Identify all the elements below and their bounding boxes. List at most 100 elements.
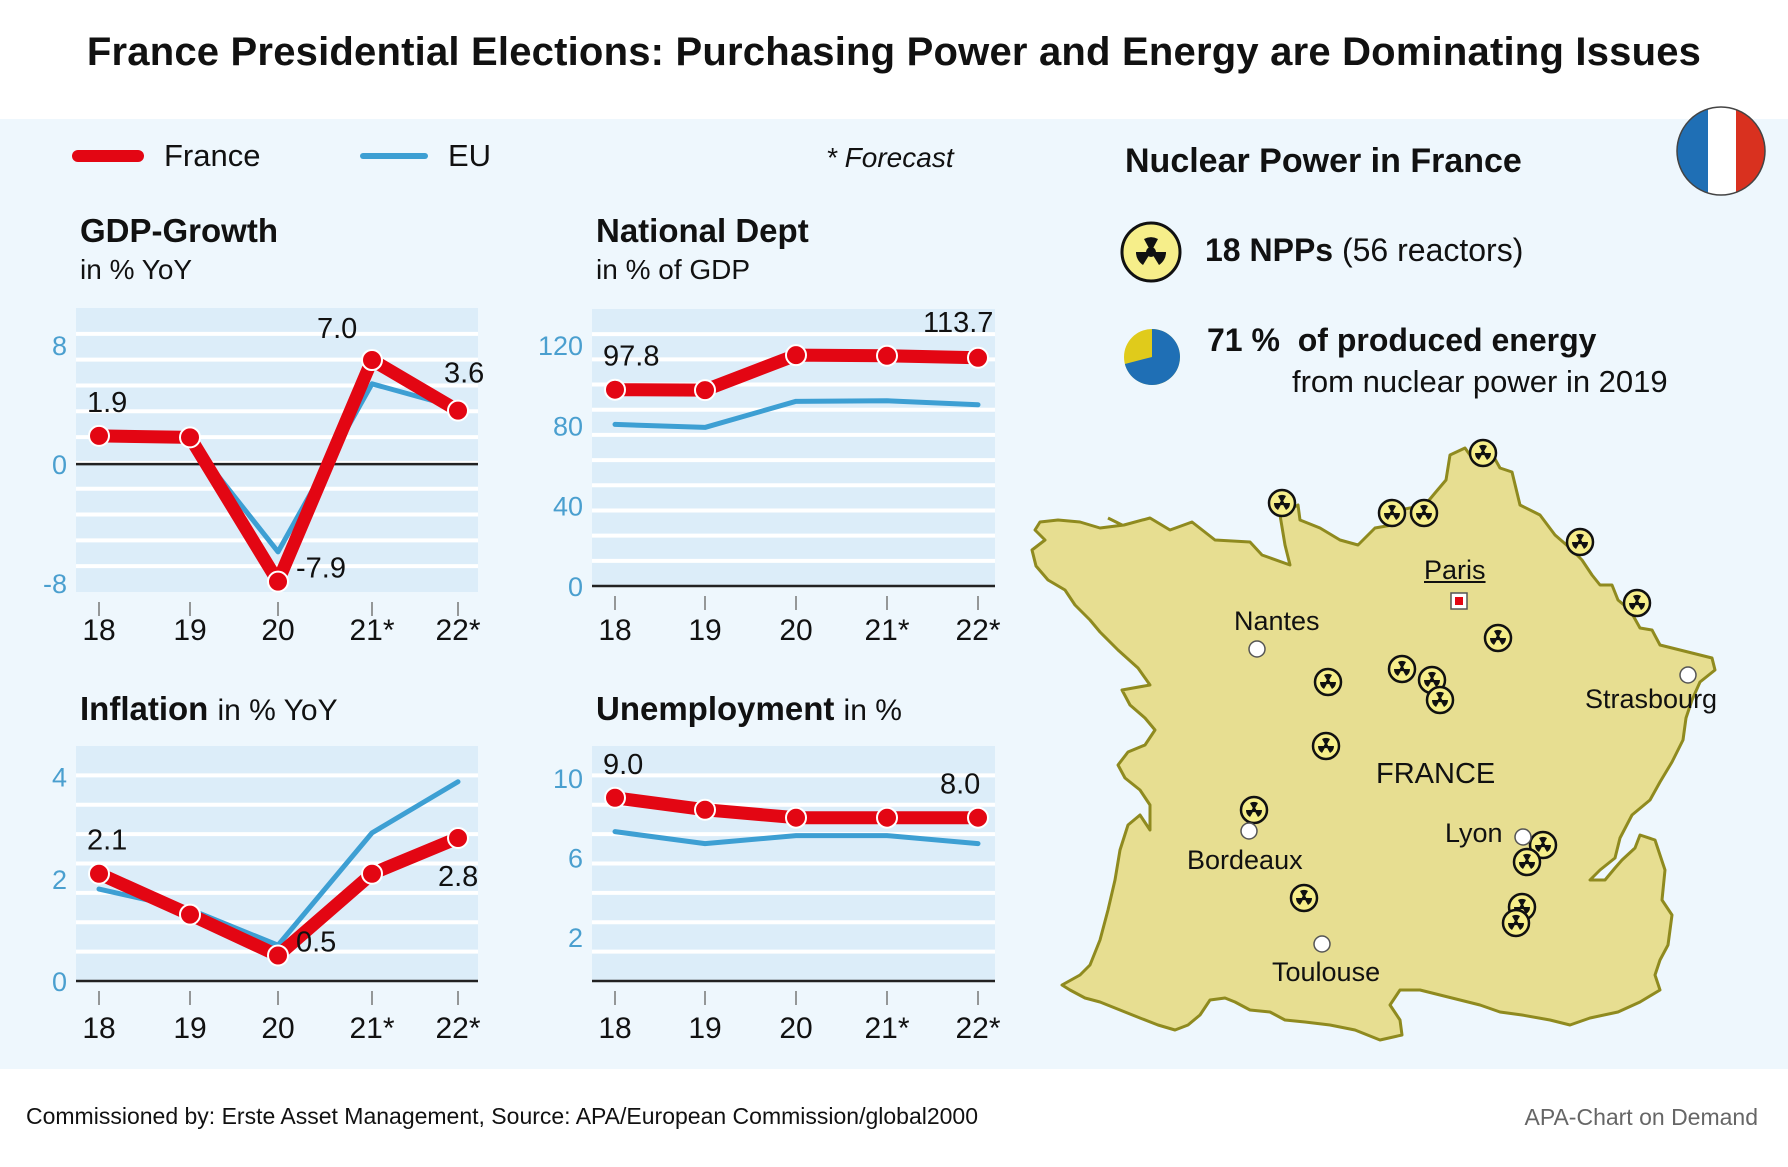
x-tick-label: 22* — [435, 1012, 480, 1045]
nuclear-plant-icon — [1289, 883, 1319, 913]
series-line-eu — [612, 398, 981, 430]
source-note: Commissioned by: Erste Asset Management,… — [26, 1103, 979, 1129]
capital-label-paris: Paris — [1424, 555, 1486, 585]
data-point-france — [88, 424, 110, 447]
data-label: 9.0 — [603, 749, 643, 781]
x-tick-label: 18 — [82, 614, 115, 647]
x-tick-label: 20 — [261, 614, 294, 647]
nuclear-plant-icon — [1622, 588, 1652, 618]
x-tick-label: 19 — [688, 1012, 721, 1045]
data-label: -7.9 — [296, 553, 346, 585]
gdp-chart-title: GDP-Growth — [80, 212, 278, 249]
nuclear-plant-icon — [1468, 438, 1498, 468]
nuclear-share-pie — [1124, 329, 1180, 385]
series-line-eu — [612, 829, 981, 847]
city-marker — [1514, 828, 1532, 846]
nuclear-section-title: Nuclear Power in France — [1125, 142, 1522, 180]
nuclear-plant-icon — [1512, 847, 1542, 877]
data-label: 1.9 — [87, 387, 127, 419]
y-tick-label: 0 — [568, 572, 583, 602]
city-marker — [1679, 666, 1697, 684]
city-marker — [1240, 822, 1258, 840]
x-tick-label: 22* — [955, 614, 1000, 647]
x-tick-label: 21* — [349, 1012, 394, 1045]
x-tick-label: 21* — [349, 614, 394, 647]
nuclear-plant-icon — [1387, 654, 1417, 684]
nuclear-plant-icon — [1313, 667, 1343, 697]
city-label-strasbourg: Strasbourg — [1585, 684, 1718, 714]
y-tick-label: 120 — [538, 331, 583, 361]
data-point-france — [604, 378, 626, 401]
credit-note: APA-Chart on Demand — [1524, 1104, 1758, 1130]
data-point-france — [267, 570, 289, 593]
x-tick-label: 20 — [779, 614, 812, 647]
x-tick-label: 22* — [955, 1012, 1000, 1045]
y-tick-label: 2 — [52, 865, 67, 895]
x-tick-label: 18 — [598, 1012, 631, 1045]
y-tick-label: 10 — [553, 764, 583, 794]
capital-marker-dot — [1455, 597, 1463, 605]
data-point-france — [967, 346, 989, 369]
unemployment-chart-title: Unemployment in % — [596, 690, 902, 728]
inflation-title-unit: in % YoY — [217, 694, 338, 727]
forecast-note: * Forecast — [826, 142, 954, 173]
data-point-france — [694, 379, 716, 402]
data-point-france — [876, 806, 898, 829]
unemployment-title-unit: in % — [843, 694, 902, 727]
debt-chart-subtitle: in % of GDP — [596, 254, 751, 285]
x-tick-label: 19 — [173, 614, 206, 647]
nuclear-plant-icon — [1483, 623, 1513, 653]
nuclear-share-subtitle: from nuclear power in 2019 — [1292, 364, 1668, 399]
nuclear-share-label: of produced energy — [1297, 322, 1597, 358]
gdp-chart-subtitle: in % YoY — [80, 254, 193, 285]
data-point-france — [361, 349, 383, 372]
npp-count-text: 18 NPPs (56 reactors) — [1205, 232, 1523, 269]
legend-item-eu: EU — [360, 138, 491, 174]
legend-item-france: France — [72, 138, 260, 174]
data-point-france — [694, 798, 716, 821]
x-tick-label: 18 — [598, 614, 631, 647]
data-point-france — [447, 399, 469, 422]
y-tick-label: 8 — [52, 331, 67, 361]
x-tick-label: 18 — [82, 1012, 115, 1045]
nuclear-plant-icon — [1425, 685, 1455, 715]
data-label: 3.6 — [444, 358, 484, 390]
data-point-france — [785, 806, 807, 829]
data-label: 7.0 — [317, 313, 357, 345]
debt-chart: 120 80 40 0 18 19 20 21* 22* 97.8 113.7 — [538, 307, 1001, 647]
y-tick-label: 0 — [52, 450, 67, 480]
nuclear-share-text: 71 % of produced energy — [1207, 322, 1596, 359]
data-point-france — [88, 862, 110, 885]
data-label: 113.7 — [923, 307, 993, 339]
nuclear-plant-icon — [1501, 908, 1531, 938]
y-tick-label: 0 — [52, 967, 67, 997]
x-tick-label: 22* — [435, 614, 480, 647]
city-label-toulouse: Toulouse — [1272, 957, 1381, 987]
data-point-france — [447, 826, 469, 849]
y-tick-label: -8 — [43, 569, 67, 599]
legend-swatch-eu — [360, 153, 428, 159]
x-tick-label: 19 — [173, 1012, 206, 1045]
city-label-bordeaux: Bordeaux — [1187, 845, 1303, 875]
x-tick-label: 21* — [864, 614, 909, 647]
data-point-france — [876, 344, 898, 367]
inflation-chart-title: Inflation in % YoY — [80, 690, 338, 728]
y-tick-label: 80 — [553, 411, 583, 441]
nuclear-plant-icon — [1565, 527, 1595, 557]
y-tick-label: 4 — [52, 763, 67, 793]
x-tick-label: 20 — [261, 1012, 294, 1045]
city-marker — [1313, 935, 1331, 953]
pie-slice-nuclear — [1124, 329, 1180, 385]
nuclear-plant-icon — [1239, 795, 1269, 825]
nuclear-plant-icon — [1409, 498, 1439, 528]
legend-swatch-france — [72, 150, 144, 162]
city-marker — [1248, 640, 1266, 658]
page-title: France Presidential Elections: Purchasin… — [86, 30, 1702, 74]
x-tick-label: 21* — [864, 1012, 909, 1045]
data-label: 8.0 — [940, 769, 980, 801]
nuclear-share-pct: 71 % — [1207, 322, 1280, 358]
data-point-france — [361, 862, 383, 885]
data-point-france — [179, 426, 201, 449]
